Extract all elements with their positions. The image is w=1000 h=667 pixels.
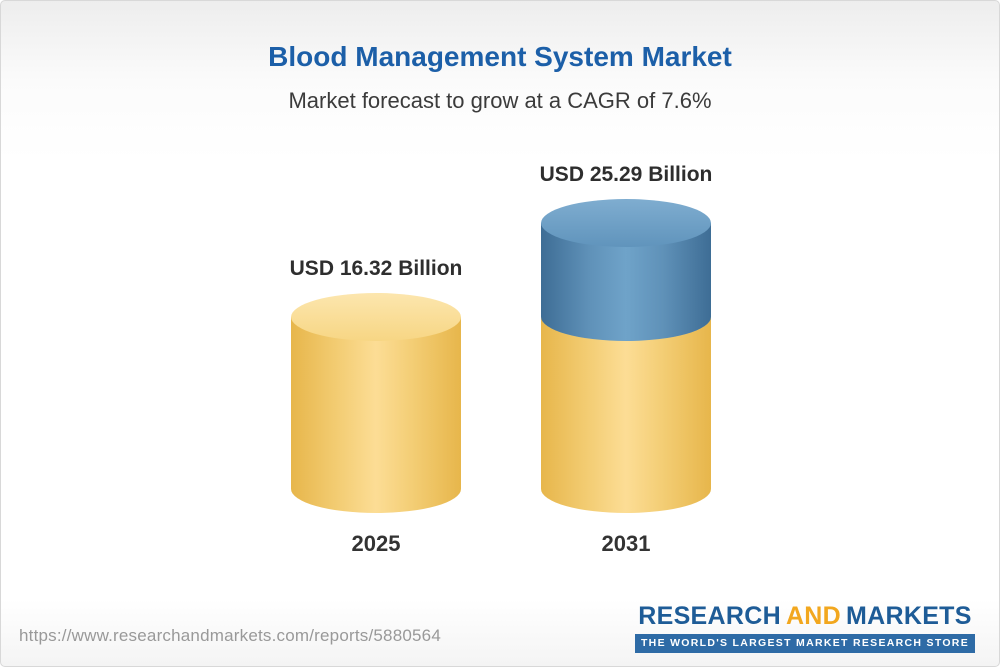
chart-subtitle: Market forecast to grow at a CAGR of 7.6… <box>288 88 712 113</box>
logo-word-research: RESEARCH <box>638 602 781 630</box>
logo-tagline: THE WORLD'S LARGEST MARKET RESEARCH STOR… <box>634 634 975 653</box>
axis-label-2025: 2025 <box>351 531 401 556</box>
cylinder-2031-base-segment <box>541 293 711 513</box>
logo-wordmark: RESEARCH AND MARKETS <box>635 602 975 631</box>
chart-title: Blood Management System Market <box>268 41 732 72</box>
logo-word-and: AND <box>785 602 842 630</box>
bar-2031: USD 25.29 Billion 2031 <box>540 1 713 666</box>
report-url-link[interactable]: https://www.researchandmarkets.com/repor… <box>19 626 441 645</box>
cylinder-top-ellipse <box>291 293 461 341</box>
logo-word-markets: MARKETS <box>846 602 972 630</box>
value-label-2031: USD 25.29 Billion <box>539 163 713 186</box>
cylinder-top-ellipse <box>541 199 711 247</box>
research-and-markets-logo: RESEARCH AND MARKETS THE WORLD'S LARGEST M… <box>634 602 975 653</box>
bar-2025: USD 16.32 Billion 2025 <box>290 1 463 666</box>
cylinder-2025-base-segment <box>291 293 461 513</box>
cylinder-2031-growth-segment <box>541 199 711 341</box>
value-label-2025: USD 16.32 Billion <box>289 257 463 280</box>
axis-label-2031: 2031 <box>601 531 651 556</box>
